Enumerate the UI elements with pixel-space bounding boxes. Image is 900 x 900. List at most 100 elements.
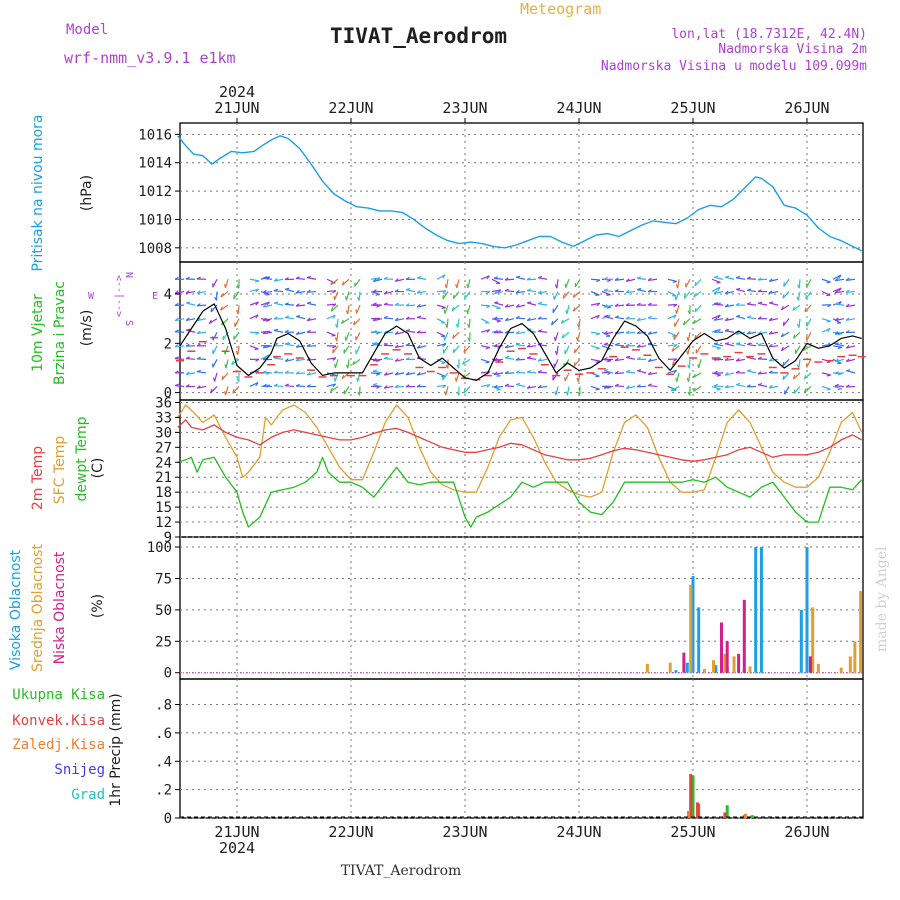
wind-arrow — [835, 278, 845, 282]
wind-arrow-head — [255, 382, 259, 387]
wind-arrow — [725, 276, 735, 280]
wind-arrow — [713, 358, 724, 361]
wind-arrow — [725, 290, 735, 295]
wind-arrow-head — [383, 276, 388, 280]
wind-arrow — [491, 304, 501, 309]
bar-visoka-oblacnost — [799, 609, 803, 673]
wind-arrow — [746, 303, 757, 306]
wind-arrow-head — [452, 348, 455, 353]
wind-arrow-head — [796, 296, 799, 301]
wind-arrow — [237, 345, 240, 355]
wind-arrow-head — [561, 334, 565, 339]
wind-arrow — [804, 304, 812, 313]
wind-arrow-head — [330, 387, 333, 392]
wind-arrow — [326, 357, 336, 360]
wind-arrow — [468, 318, 471, 328]
wind-arrow-head — [255, 332, 260, 335]
wind-arrow — [306, 290, 317, 293]
wind-arrow-head — [565, 309, 568, 315]
wind-arrow — [553, 359, 559, 368]
wind-arrow — [383, 357, 394, 360]
wind-arrow-head — [254, 348, 259, 351]
wind-arrow — [262, 290, 273, 294]
bar-niska-oblacnost — [682, 652, 686, 673]
bar-visoka-oblacnost — [697, 607, 701, 673]
wind-arrow — [457, 318, 460, 328]
wind-arrow — [725, 372, 735, 376]
wind-arrow-head — [747, 369, 752, 372]
wind-arrow-head — [493, 316, 498, 320]
wind-arrow-head — [725, 342, 730, 345]
wind-arrow-head — [174, 370, 179, 374]
wind-arrow — [758, 302, 768, 306]
wind-arrow-head — [537, 290, 542, 294]
wind-arrow-head — [333, 377, 336, 382]
wind-arrow-head — [394, 278, 399, 282]
wind-arrow — [573, 345, 581, 354]
wind-arrow-head — [687, 391, 691, 396]
wind-arrow — [676, 372, 680, 382]
bar-zaledj-kisa — [686, 810, 690, 818]
wind-arrow-head — [673, 344, 678, 348]
wind-arrow — [284, 316, 295, 320]
wind-arrow — [590, 358, 600, 362]
wind-arrow — [683, 291, 691, 299]
wind-arrow-head — [724, 303, 729, 308]
wind-arrow-head — [614, 383, 619, 387]
wind-arrow-head — [768, 370, 773, 374]
wind-arrow-head — [220, 293, 224, 298]
wind-arrow-head — [515, 357, 520, 361]
wind-arrow-head — [452, 334, 455, 339]
wind-arrow — [494, 302, 504, 306]
wind-arrow — [186, 329, 196, 333]
axis-label: (%) — [90, 594, 106, 618]
wind-arrow-head — [724, 317, 729, 321]
wind-arrow — [452, 345, 460, 354]
wind-arrow — [688, 359, 691, 369]
wind-arrow-head — [746, 330, 751, 335]
wind-arrow-head — [496, 388, 501, 391]
wind-arrow-head — [736, 287, 741, 290]
wind-arrow — [798, 318, 801, 328]
wind-arrow-head — [174, 317, 179, 322]
wind-arrow-head — [416, 344, 421, 349]
wind-arrow-head — [266, 301, 270, 306]
wind-arrow — [564, 345, 570, 355]
wind-arrow — [674, 318, 680, 327]
wind-arrow — [711, 385, 721, 390]
wind-arrow-head — [332, 383, 337, 388]
wind-arrow-head — [757, 316, 762, 320]
y-tick-label: 36 — [155, 395, 172, 411]
wind-arrow — [538, 358, 548, 362]
wind-arrow — [781, 304, 790, 311]
wind-arrow-head — [515, 370, 520, 374]
wind-arrow — [436, 331, 446, 337]
wind-arrow-head — [185, 356, 190, 360]
wind-arrow-head — [782, 361, 785, 367]
wind-arrow-head — [383, 290, 388, 295]
wind-arrow-head — [416, 303, 421, 308]
wind-arrow — [174, 345, 185, 348]
wind-arrow-head — [354, 282, 356, 287]
wind-arrow-head — [394, 371, 399, 376]
wind-arrow — [330, 304, 339, 312]
wind-arrow — [336, 332, 339, 342]
wind-arrow-head — [273, 288, 278, 292]
wind-arrow — [527, 302, 537, 306]
wind-arrow-head — [675, 309, 678, 314]
wind-arrow-head — [486, 275, 490, 280]
wind-arrow — [395, 318, 405, 322]
wind-arrow-head — [486, 291, 491, 295]
bar-zaledj-kisa — [743, 813, 747, 818]
wind-arrow — [698, 359, 702, 369]
wind-arrow-head — [516, 275, 521, 278]
wind-arrow — [334, 372, 339, 382]
wind-arrow — [604, 385, 614, 389]
wind-arrow-head — [802, 346, 806, 351]
wind-arrow-head — [444, 391, 447, 396]
wind-arrow-head — [485, 346, 491, 350]
wind-arrow-head — [467, 323, 470, 328]
wind-arrow — [307, 318, 317, 322]
wind-arrow-head — [625, 330, 630, 334]
wind-arrow-head — [485, 361, 490, 364]
